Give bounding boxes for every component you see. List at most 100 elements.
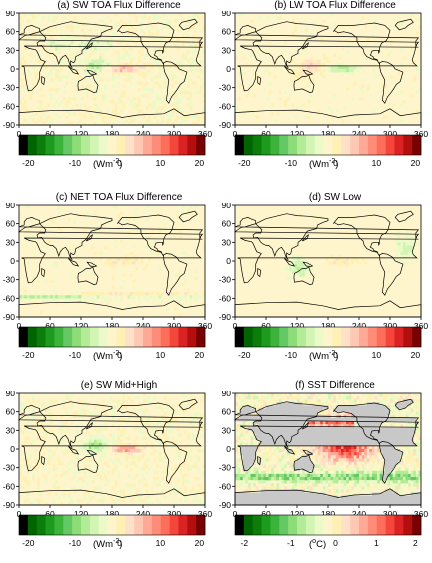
colorbar-unit-label: (Wm-2) (93, 158, 122, 170)
colorbar-tick-label: 1 (374, 538, 379, 548)
colorbar-tick-label: -20 (22, 158, 35, 168)
lon-tick-label: 300 (383, 129, 397, 139)
lat-tick-label: -90 (219, 120, 232, 130)
lon-tick-label: 300 (167, 321, 181, 331)
lon-tick-label: 180 (321, 129, 335, 139)
lat-tick-label: -60 (3, 101, 16, 111)
lon-tick-label: 240 (352, 509, 366, 519)
lat-tick-label: -30 (219, 463, 232, 473)
unit-superscript: -2 (113, 350, 120, 357)
lon-tick-label: 0 (233, 509, 238, 519)
lon-tick-label: 120 (74, 509, 88, 519)
colorbar-tick-label: -2 (241, 538, 249, 548)
lat-tick-label: 0 (226, 64, 231, 74)
lon-tick-label: 180 (105, 321, 119, 331)
lat-tick-label: -30 (3, 463, 16, 473)
colorbar-tick-label: 0 (117, 538, 122, 548)
lat-tick-label: 60 (222, 407, 232, 417)
lon-tick-label: 360 (414, 321, 428, 331)
lat-tick-label: 0 (10, 256, 15, 266)
colorbar-tick-label: -20 (238, 158, 251, 168)
lat-tick-label: 0 (226, 444, 231, 454)
colorbar-tick-label: 10 (156, 158, 166, 168)
panel-title: (c) NET TOA Flux Difference (55, 192, 183, 203)
lon-tick-label: 60 (45, 321, 55, 331)
lat-tick-label: 30 (222, 425, 232, 435)
lat-tick-label: 30 (6, 425, 16, 435)
lat-tick-label: -60 (219, 101, 232, 111)
colorbar-tick-label: -10 (285, 158, 298, 168)
lat-tick-label: -90 (219, 500, 232, 510)
lon-tick-label: 60 (45, 129, 55, 139)
lon-tick-label: 300 (383, 321, 397, 331)
lat-tick-label: -90 (219, 312, 232, 322)
colorbar-tick-label: 20 (411, 350, 421, 360)
unit-text: (Wm (93, 351, 114, 363)
unit-text: (Wm (309, 159, 330, 171)
unit-superscript: -2 (329, 158, 336, 165)
lat-tick-label: -30 (3, 83, 16, 93)
panel-title: (a) SW TOA Flux Difference (57, 0, 181, 11)
lon-tick-label: 240 (352, 321, 366, 331)
lon-tick-label: 0 (17, 509, 22, 519)
panel-d: (d) SW Low 90 60 30 0 -30 -60 -90 0 60 120 180 240 30… (216, 192, 432, 375)
lon-tick-label: 60 (45, 509, 55, 519)
lon-tick-label: 0 (233, 321, 238, 331)
lat-tick-label: 60 (222, 27, 232, 37)
lon-tick-label: 360 (414, 129, 428, 139)
lon-tick-label: 60 (261, 129, 271, 139)
lon-tick-label: 120 (74, 321, 88, 331)
colorbar-tick-label: -20 (22, 538, 35, 548)
colorbar-tick-label: -10 (285, 350, 298, 360)
colorbar-unit-label: (Wm-2) (309, 350, 338, 362)
lon-tick-label: 0 (17, 321, 22, 331)
lat-tick-label: 90 (6, 11, 16, 18)
colorbar-tick-label: 0 (117, 350, 122, 360)
lon-tick-label: 120 (290, 129, 304, 139)
lon-tick-label: 120 (74, 129, 88, 139)
unit-superscript: -2 (113, 538, 120, 545)
colorbar-unit-label: (Wm-2) (93, 538, 122, 550)
colorbar-tick-label: 10 (156, 350, 166, 360)
unit-text: ( (309, 539, 313, 551)
lon-tick-label: 0 (17, 129, 22, 139)
unit-text-end: ) (119, 351, 123, 363)
lon-tick-label: 300 (167, 509, 181, 519)
lat-tick-label: 30 (6, 237, 16, 247)
lon-tick-label: 60 (261, 321, 271, 331)
colorbar-tick-label: -20 (22, 350, 35, 360)
lat-tick-label: -60 (3, 293, 16, 303)
lon-tick-label: 240 (136, 321, 150, 331)
panel-e: (e) SW Mid+High 90 60 30 0 -30 -60 -90 0 60 120 180… (0, 380, 216, 563)
colorbar-tick-label: -1 (287, 538, 295, 548)
lat-tick-label: 90 (222, 203, 232, 210)
lon-tick-label: 300 (383, 509, 397, 519)
unit-text: (Wm (93, 539, 114, 551)
unit-text: (Wm (309, 351, 330, 363)
lat-tick-label: -60 (219, 293, 232, 303)
unit-text-end: C) (316, 539, 327, 551)
unit-superscript: o (312, 538, 317, 545)
lon-tick-label: 360 (198, 509, 212, 519)
lat-tick-label: -60 (3, 481, 16, 491)
lat-tick-label: -90 (3, 500, 16, 510)
lat-tick-label: -30 (3, 275, 16, 285)
lon-tick-label: 360 (414, 509, 428, 519)
lat-tick-label: 90 (222, 11, 232, 18)
panel-title: (b) LW TOA Flux Difference (274, 0, 396, 11)
colorbar-tick-label: 10 (156, 538, 166, 548)
colorbar-tick-label: 0 (333, 158, 338, 168)
lat-tick-label: 60 (6, 407, 16, 417)
unit-superscript: -2 (113, 158, 120, 165)
lat-tick-label: 0 (10, 444, 15, 454)
unit-superscript: -2 (329, 350, 336, 357)
lat-tick-label: 90 (6, 203, 16, 210)
panel-f: (f) SST Difference 90 60 30 0 -30 -60 -90 0 60 120… (216, 380, 432, 563)
unit-text-end: ) (335, 351, 339, 363)
unit-text-end: ) (119, 159, 123, 171)
unit-text-end: ) (335, 159, 339, 171)
